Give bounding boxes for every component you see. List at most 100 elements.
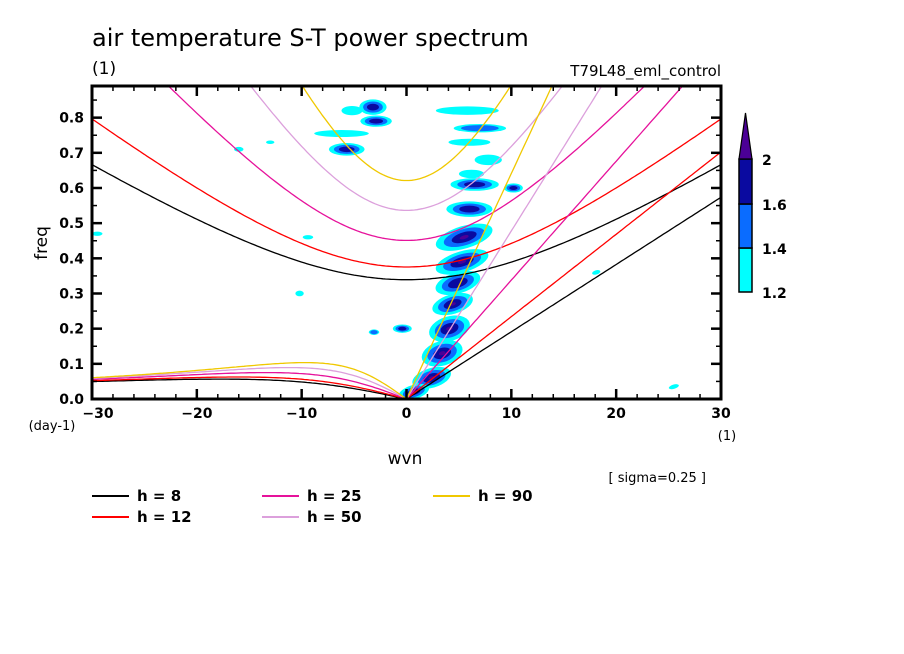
y-tick-label: 0.3: [59, 286, 84, 302]
contour-patch: [432, 292, 473, 316]
ig-curve: [167, 86, 646, 242]
contour-level-1.2: [314, 129, 369, 137]
colorbar-box-1.2: [738, 247, 753, 293]
x-tick-label: −30: [82, 406, 113, 422]
contour-level-1.6: [369, 118, 384, 124]
chart-subtitle-right: T79L48_eml_control: [569, 62, 721, 81]
legend-item: h = 90: [433, 487, 533, 505]
contour-level-1.2: [302, 235, 314, 240]
er-curve: [92, 378, 407, 399]
y-tick-labels: 0.0 0.1 0.2 0.3 0.4 0.5 0.6 0.7 0.8: [59, 111, 84, 408]
ig-curve: [92, 164, 721, 281]
contour-level-1.2: [458, 169, 485, 179]
plot-frame: [90, 84, 723, 401]
colorbar: 1.2 1.4 1.6 2: [738, 112, 787, 302]
y-tick-label: 0.7: [59, 146, 84, 162]
kelvin-curve: [405, 86, 553, 399]
x-tick-label: 10: [502, 406, 522, 422]
axis-ticks: [90, 86, 723, 401]
colorbar-box-1.4: [738, 203, 753, 249]
y-tick-label: 0.4: [59, 251, 84, 267]
contour-patch: [392, 324, 412, 333]
legend-label: h = 8: [137, 487, 181, 505]
x-tick-label: 30: [711, 406, 731, 422]
contour-level-1.2: [341, 106, 363, 116]
sigma-annotation: [ sigma=0.25 ]: [608, 471, 706, 486]
x-tick-label: −20: [181, 406, 212, 422]
curve-group-h90: [92, 86, 553, 399]
contour-level-2: [457, 259, 467, 264]
contour-patch: [458, 169, 485, 179]
ig-curve: [301, 86, 512, 182]
y-tick-label: 0.0: [59, 392, 84, 408]
colorbar-label: 2: [762, 153, 772, 169]
contour-patch: [341, 106, 363, 116]
contour-level-1.6: [338, 146, 355, 153]
contour-patch: [234, 146, 244, 152]
contour-patch: [266, 140, 275, 145]
contour-level-1.2: [435, 106, 499, 115]
contour-level-1.2: [592, 270, 601, 275]
contour-level-2: [459, 235, 469, 240]
legend-label: h = 25: [307, 487, 362, 505]
er-curve: [92, 371, 407, 399]
contour-patch: [592, 270, 601, 275]
curve-group-h12: [92, 118, 721, 399]
chart-subtitle-left: (1): [92, 59, 116, 79]
legend-item: h = 8: [92, 487, 181, 505]
y-tick-label: 0.5: [59, 216, 84, 232]
x-axis-label: wvn: [388, 449, 423, 469]
contour-patch: [450, 178, 499, 191]
contour-level-2: [438, 351, 446, 356]
contour-patch: [368, 329, 380, 335]
contour-patch: [503, 183, 523, 193]
colorbar-label: 1.6: [762, 198, 787, 214]
colorbar-label: 1.4: [762, 242, 787, 258]
y-axis-unit: (day-1): [29, 419, 76, 434]
x-tick-label: 0: [402, 406, 412, 422]
contour-patch: [360, 115, 392, 127]
contour-level-1.2: [266, 140, 275, 145]
ig-curve: [249, 86, 564, 212]
ig-curve: [92, 118, 721, 268]
legend-label: h = 12: [137, 508, 192, 526]
contour-level-1.6: [448, 277, 468, 289]
x-tick-label: −10: [286, 406, 317, 422]
x-axis-unit: (1): [718, 429, 736, 444]
contour-patch: [435, 106, 499, 115]
colorbar-extend-arrow: [738, 112, 753, 160]
contour-patch: [359, 99, 387, 115]
er-curve: [92, 376, 407, 399]
x-tick-labels: −30 −20 −10 0 10 20 30: [82, 406, 731, 422]
contour-patch: [302, 235, 314, 240]
contour-level-1.6: [366, 103, 379, 111]
contour-patch: [92, 231, 103, 236]
y-tick-label: 0.8: [59, 111, 84, 127]
colorbar-box-1.6: [738, 158, 753, 205]
er-curve: [92, 366, 407, 399]
contour-patches: [92, 99, 679, 399]
dispersion-curves: [92, 86, 721, 399]
x-tick-label: 20: [606, 406, 626, 422]
legend-item: h = 25: [262, 487, 362, 505]
legend-label: h = 50: [307, 508, 362, 526]
legend-label: h = 90: [478, 487, 533, 505]
legend-item: h = 12: [92, 508, 192, 526]
contour-level-1.2: [92, 231, 103, 236]
curve-group-h8: [92, 164, 721, 399]
curve-group-h50: [92, 86, 603, 399]
contour-level-1.2: [234, 146, 244, 152]
contour-level-1.2: [668, 384, 679, 390]
contour-level-1.6: [398, 326, 407, 331]
legend-item: h = 50: [262, 508, 362, 526]
kelvin-curve: [406, 196, 721, 399]
contour-level-1.6: [509, 185, 518, 191]
contour-level-1.2: [295, 290, 304, 297]
contour-level-1.6: [459, 205, 480, 213]
contour-patch: [446, 201, 493, 217]
kelvin-curve: [406, 151, 721, 399]
er-curve: [92, 361, 407, 399]
kelvin-curve: [405, 86, 603, 399]
curve-group-h25: [92, 86, 684, 399]
